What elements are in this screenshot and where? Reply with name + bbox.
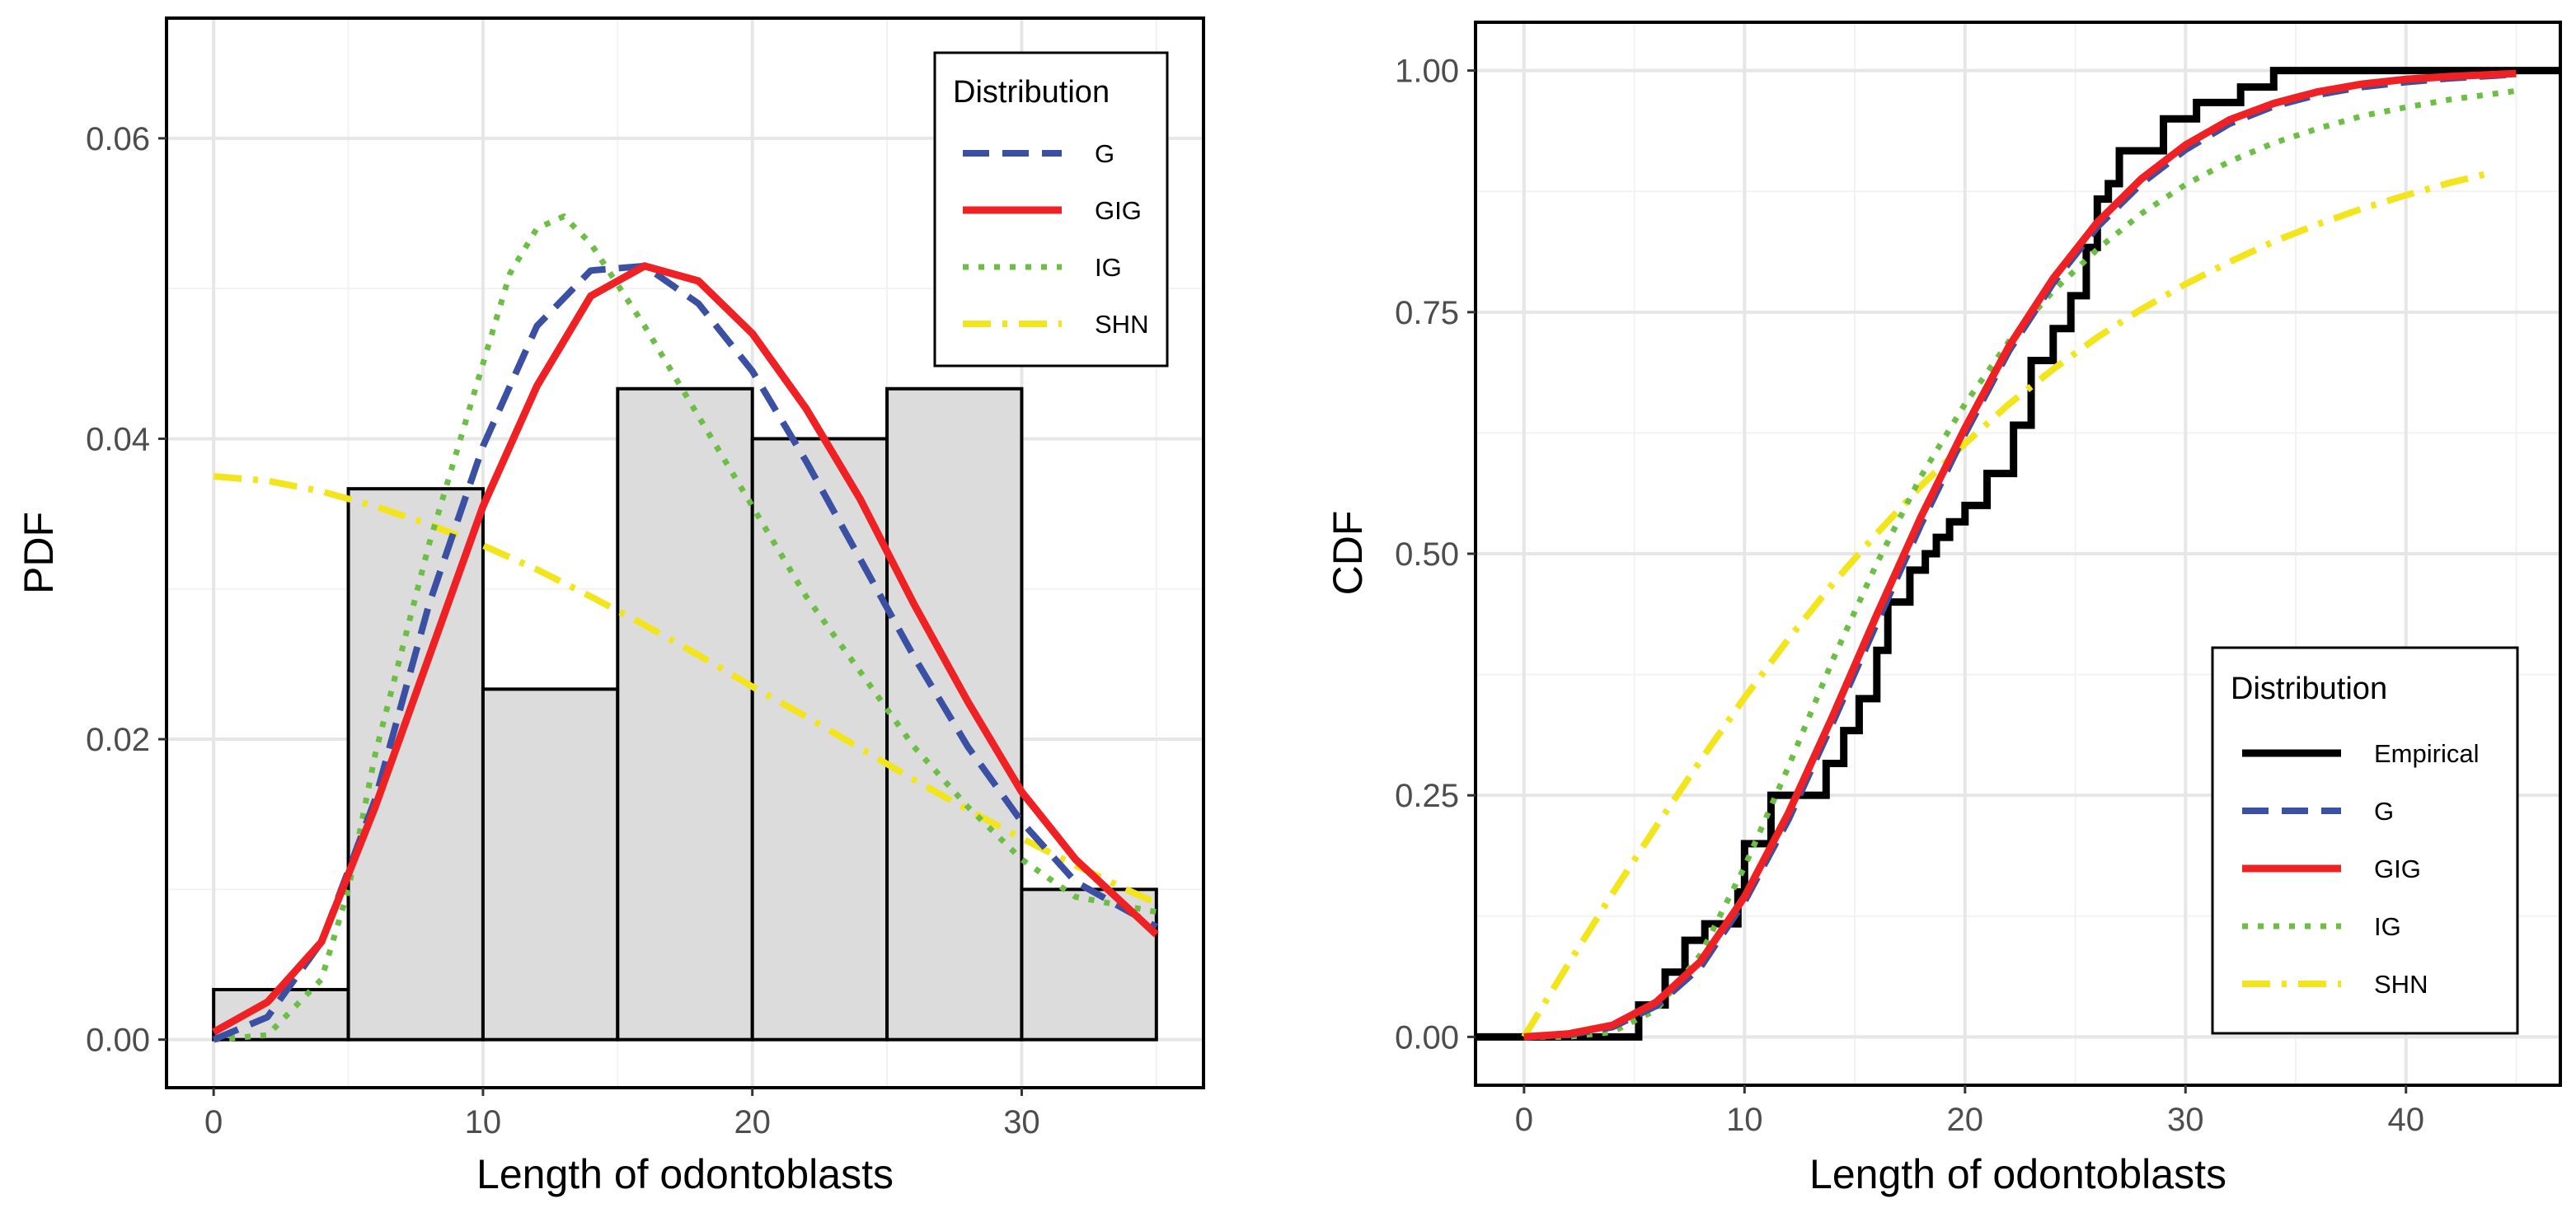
pdf-panel-border	[165, 16, 1205, 1089]
cdf-line-shn	[1521, 168, 2495, 1039]
pdf-line-shn	[213, 473, 1158, 906]
cdf-legend-box	[2211, 646, 2519, 1035]
pdf-y-tick-label: 0.00	[86, 1023, 150, 1059]
cdf-y-tick-label: 0.75	[1395, 295, 1459, 331]
pdf-x-axis-title: Length of odontoblasts	[476, 1151, 894, 1197]
cdf-y-tick-label: 0.50	[1395, 536, 1459, 573]
cdf-legend: Distribution Empirical G GIG IG SHN	[2211, 646, 2519, 1035]
pdf-x-tick-label: 20	[734, 1104, 771, 1140]
histogram-bar	[885, 386, 1024, 1042]
cdf-y-axis-title: CDF	[1325, 511, 1371, 596]
pdf-legend-label-g: G	[1095, 139, 1114, 168]
pdf-y-tick-label: 0.06	[86, 121, 150, 157]
histogram-bar	[481, 687, 620, 1042]
pdf-y-tick-label: 0.04	[86, 421, 150, 457]
pdf-legend-label-ig: IG	[1095, 253, 1122, 282]
cdf-x-tick-label: 40	[2388, 1102, 2425, 1138]
cdf-panel: 0 10 20 30 40 0.00 0.25 0.50 0.75 1.00 Length of …	[1325, 21, 2562, 1197]
pdf-legend-label-shn: SHN	[1095, 310, 1148, 339]
cdf-lines	[1476, 67, 2560, 1041]
pdf-ticks: 0 10 20 30 0.00 0.02 0.04 0.06	[86, 121, 1040, 1140]
pdf-legend-title: Distribution	[953, 75, 1110, 110]
pdf-legend: Distribution G GIG IG SHN	[933, 51, 1169, 368]
cdf-legend-label-empirical: Empirical	[2374, 739, 2479, 768]
cdf-x-axis-title: Length of odontoblasts	[1809, 1151, 2226, 1197]
pdf-histogram	[212, 386, 1158, 1042]
cdf-y-tick-label: 0.00	[1395, 1019, 1459, 1056]
pdf-line-gig	[212, 262, 1159, 1036]
pdf-y-axis-title: PDF	[16, 512, 62, 594]
histogram-bar	[750, 437, 889, 1042]
cdf-x-tick-label: 20	[1947, 1102, 1984, 1138]
cdf-legend-label-ig: IG	[2374, 912, 2401, 941]
pdf-density-lines	[212, 213, 1159, 1043]
cdf-legend-label-shn: SHN	[2374, 970, 2428, 999]
pdf-x-tick-label: 30	[1003, 1104, 1040, 1140]
cdf-x-tick-label: 30	[2167, 1102, 2204, 1138]
cdf-y-tick-label: 1.00	[1395, 54, 1459, 90]
pdf-legend-entries: G GIG IG SHN	[963, 139, 1148, 339]
cdf-x-tick-label: 10	[1726, 1102, 1763, 1138]
cdf-legend-label-gig: GIG	[2374, 854, 2421, 883]
cdf-ticks: 0 10 20 30 40 0.00 0.25 0.50 0.75 1.00	[1395, 54, 2424, 1138]
cdf-legend-label-g: G	[2374, 797, 2394, 826]
cdf-legend-title: Distribution	[2231, 672, 2387, 706]
histogram-bar	[616, 386, 754, 1042]
pdf-x-tick-label: 10	[465, 1104, 502, 1140]
pdf-y-tick-label: 0.02	[86, 722, 150, 758]
cdf-y-tick-label: 0.25	[1395, 778, 1459, 814]
cdf-legend-entries: Empirical G GIG IG SHN	[2242, 739, 2479, 999]
cdf-x-tick-label: 0	[1515, 1102, 1533, 1138]
pdf-x-tick-label: 0	[204, 1104, 223, 1140]
cdf-line-gig	[1523, 69, 2517, 1041]
pdf-panel: 0 10 20 30 0.00 0.02 0.04 0.06 Length of odonto…	[16, 16, 1205, 1197]
pdf-legend-label-gig: GIG	[1095, 196, 1142, 225]
